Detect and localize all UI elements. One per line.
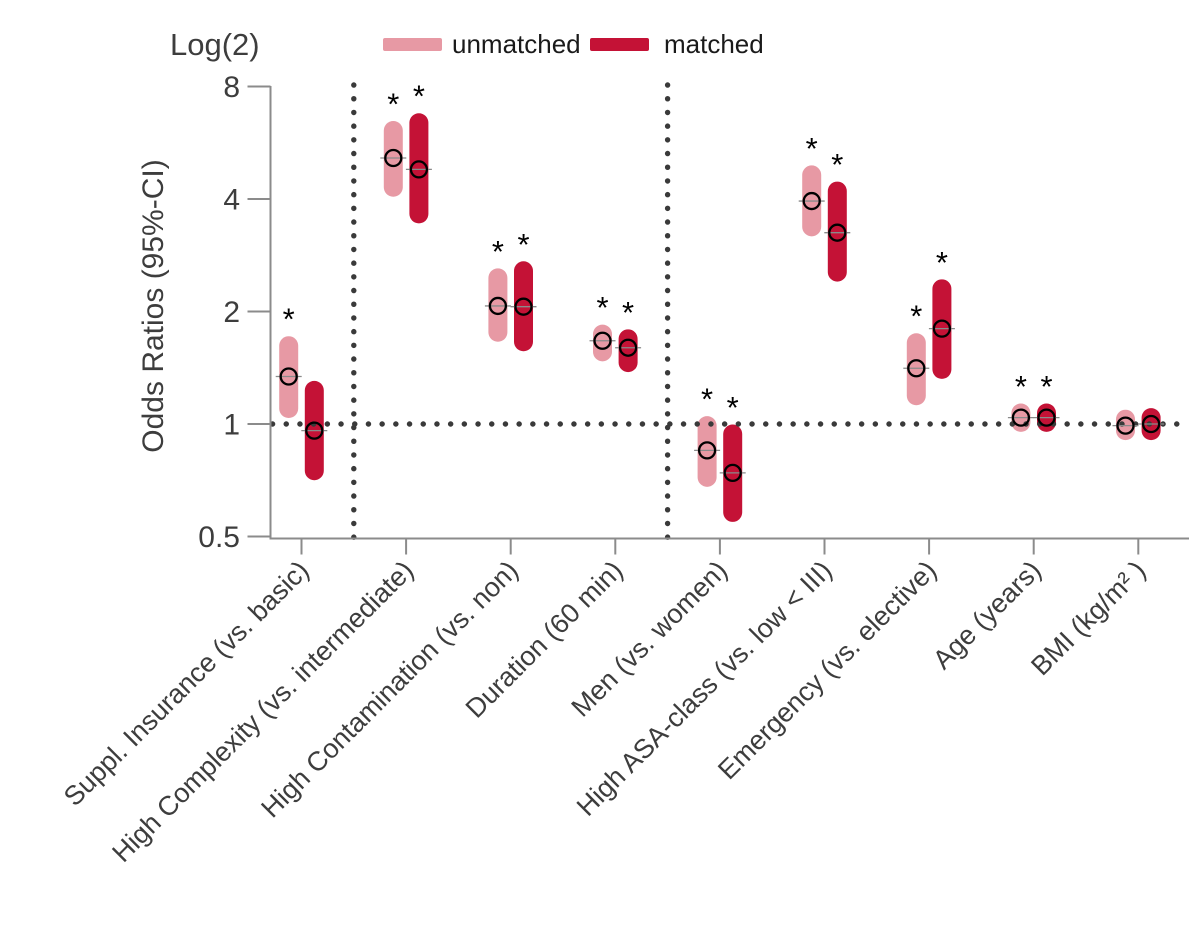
ci-bar-unmatched — [383, 121, 403, 197]
ci-bar-unmatched — [697, 416, 717, 487]
y-tick-label: 8 — [223, 71, 240, 104]
significance-asterisk: * — [1040, 369, 1052, 404]
y-axis-label: Odds Ratios (95%-CI) — [137, 159, 170, 452]
significance-asterisk: * — [831, 147, 843, 182]
ci-bar-matched — [409, 113, 429, 224]
significance-asterisk: * — [492, 234, 504, 269]
or-point-marker — [514, 297, 533, 316]
significance-asterisk: * — [806, 131, 818, 166]
ci-bar-unmatched — [488, 268, 508, 342]
significance-asterisk: * — [387, 87, 399, 122]
y-tick-label: 4 — [223, 184, 240, 217]
legend-label-matched: matched — [664, 29, 764, 59]
significance-asterisk: * — [622, 295, 634, 330]
or-point-marker — [1116, 416, 1135, 435]
ci-bar-unmatched — [906, 333, 926, 406]
or-point-marker — [618, 338, 638, 357]
or-point-marker — [1141, 414, 1161, 434]
significance-asterisk: * — [596, 290, 608, 325]
or-point-marker — [1011, 408, 1031, 427]
ci-bar-matched — [827, 181, 847, 282]
significance-asterisk: * — [701, 382, 713, 417]
or-point-marker — [907, 359, 926, 378]
or-point-marker — [1037, 408, 1056, 427]
or-point-marker — [305, 421, 324, 440]
significance-asterisk: * — [936, 245, 948, 280]
or-point-marker — [279, 367, 298, 386]
ci-bar-unmatched — [1116, 409, 1135, 441]
legend-swatch-matched — [590, 38, 649, 51]
or-point-marker — [488, 296, 508, 316]
x-category-label: Emergency (vs. elective) — [712, 555, 942, 785]
legend-swatch-unmatched — [383, 38, 442, 51]
or-point-marker — [802, 191, 821, 211]
significance-asterisk: * — [910, 299, 922, 334]
significance-asterisk: * — [727, 390, 739, 425]
y-tick-label: 0.5 — [198, 521, 240, 554]
y-tick-label: 1 — [223, 409, 240, 442]
legend-label-unmatched: unmatched — [452, 29, 581, 59]
significance-asterisk: * — [413, 79, 425, 114]
or-point-marker — [828, 223, 847, 242]
chart-title: Log(2) — [170, 27, 260, 62]
significance-asterisk: * — [517, 227, 529, 262]
or-point-marker — [384, 148, 403, 168]
y-tick-label: 2 — [223, 296, 240, 329]
or-point-marker — [593, 331, 612, 350]
or-point-marker — [723, 463, 742, 483]
significance-asterisk: * — [283, 302, 295, 337]
significance-asterisk: * — [1015, 369, 1027, 404]
or-point-marker — [409, 160, 429, 179]
or-point-marker — [697, 441, 717, 460]
or-point-marker — [932, 319, 952, 338]
